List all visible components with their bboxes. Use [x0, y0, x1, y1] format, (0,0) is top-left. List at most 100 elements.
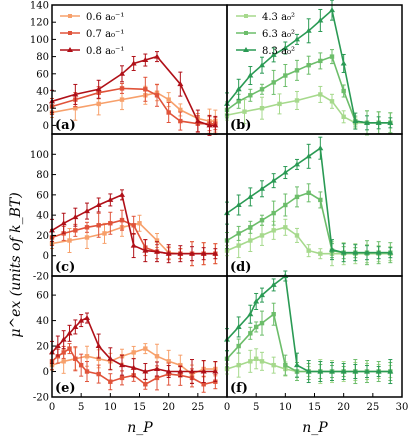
- data-point: [352, 118, 359, 124]
- data-point: [277, 101, 282, 107]
- x-tick-label: 15: [308, 402, 321, 413]
- data-point: [253, 298, 260, 304]
- data-point: [387, 368, 394, 374]
- panel-frame: [226, 275, 403, 398]
- legend-marker: [68, 14, 72, 18]
- series-line: [226, 93, 391, 124]
- panel-3: (d): [224, 133, 403, 277]
- data-point: [247, 311, 254, 317]
- series-2: [49, 189, 219, 264]
- data-point: [66, 330, 73, 336]
- legend-label: 4.3 a₀²: [262, 12, 295, 23]
- data-point: [364, 368, 370, 374]
- data-point: [130, 60, 137, 66]
- data-point: [282, 45, 289, 50]
- x-tick-label: 10: [104, 402, 117, 413]
- legend-marker: [68, 31, 72, 35]
- y-tick-label: -20: [33, 272, 49, 283]
- data-point: [142, 368, 149, 374]
- data-point: [78, 362, 84, 368]
- y-tick-label: 20: [36, 231, 49, 242]
- data-point: [294, 194, 300, 200]
- data-point: [341, 114, 346, 119]
- data-point: [253, 324, 259, 330]
- data-point: [154, 93, 160, 98]
- data-point: [137, 221, 142, 226]
- panel-1: (b): [224, 0, 403, 136]
- data-point: [95, 202, 102, 207]
- y-tick-label: 0: [43, 121, 49, 132]
- y-tick-label: 80: [36, 170, 49, 181]
- panel-2: -20 0 20 40 60 80 100 (c): [30, 133, 228, 283]
- data-point: [259, 320, 265, 326]
- data-point: [259, 218, 265, 223]
- data-point: [329, 246, 335, 252]
- data-point: [130, 364, 137, 370]
- y-tick-label: 140: [30, 1, 49, 12]
- data-point: [200, 250, 207, 256]
- y-tick-label: 100: [30, 150, 49, 161]
- data-point: [54, 343, 61, 349]
- x-tick-label: 15: [133, 402, 146, 413]
- legend-label: 0.6 a₀⁻¹: [86, 12, 124, 23]
- data-point: [96, 371, 101, 377]
- panel-label: (e): [55, 381, 76, 396]
- y-tick-label: -20: [33, 393, 49, 404]
- data-point: [247, 72, 254, 78]
- legends-layer: 0.6 a₀⁻¹ 0.7 a₀⁻¹ 0.8 a₀⁻¹ 4.3 a₀² 6.3 a₀² 8.…: [60, 12, 295, 57]
- x-tick-label: 25: [366, 402, 379, 413]
- data-point: [341, 88, 346, 94]
- data-point: [236, 362, 241, 368]
- data-point: [248, 225, 253, 230]
- data-point: [212, 122, 219, 128]
- data-point: [242, 109, 247, 114]
- data-point: [212, 250, 219, 256]
- data-point: [194, 118, 201, 124]
- legend-label: 8.3 a₀²: [262, 46, 295, 57]
- y-tick-label: 80: [36, 52, 49, 63]
- data-point: [84, 369, 90, 374]
- legend-marker: [243, 47, 249, 52]
- data-point: [317, 17, 324, 23]
- data-point: [364, 119, 370, 125]
- data-point: [165, 250, 172, 256]
- data-point: [178, 107, 183, 113]
- data-point: [236, 231, 241, 236]
- y-tick-label: 40: [36, 87, 49, 98]
- data-point: [177, 250, 184, 256]
- data-point: [340, 60, 347, 66]
- legend-entry: 4.3 a₀²: [236, 12, 295, 23]
- data-point: [154, 53, 160, 59]
- data-point: [235, 86, 242, 92]
- data-point: [283, 362, 288, 368]
- data-point: [318, 92, 323, 97]
- data-point: [352, 368, 359, 374]
- data-point: [201, 382, 206, 387]
- data-point: [271, 228, 276, 233]
- data-point: [119, 375, 125, 381]
- x-tick-label: 20: [162, 402, 175, 413]
- data-point: [154, 354, 160, 359]
- data-point: [247, 193, 254, 199]
- x-tick-label: 5: [78, 402, 84, 413]
- data-point: [166, 359, 171, 364]
- x-tick-label: 5: [253, 402, 259, 413]
- data-point: [236, 99, 241, 104]
- data-point: [318, 58, 323, 64]
- data-point: [108, 221, 113, 226]
- data-point: [107, 196, 114, 202]
- data-point: [294, 233, 300, 238]
- data-point: [95, 86, 102, 92]
- data-point: [317, 145, 324, 151]
- x-tick-label: 10: [279, 402, 292, 413]
- data-point: [143, 382, 148, 387]
- data-point: [294, 36, 300, 42]
- y-axis-label: μ^ex (units of k_BT): [8, 192, 24, 337]
- data-point: [154, 365, 160, 371]
- panel-frame: [51, 4, 228, 135]
- data-point: [119, 97, 125, 102]
- data-point: [270, 177, 277, 183]
- data-point: [235, 202, 242, 207]
- series-line: [226, 274, 391, 373]
